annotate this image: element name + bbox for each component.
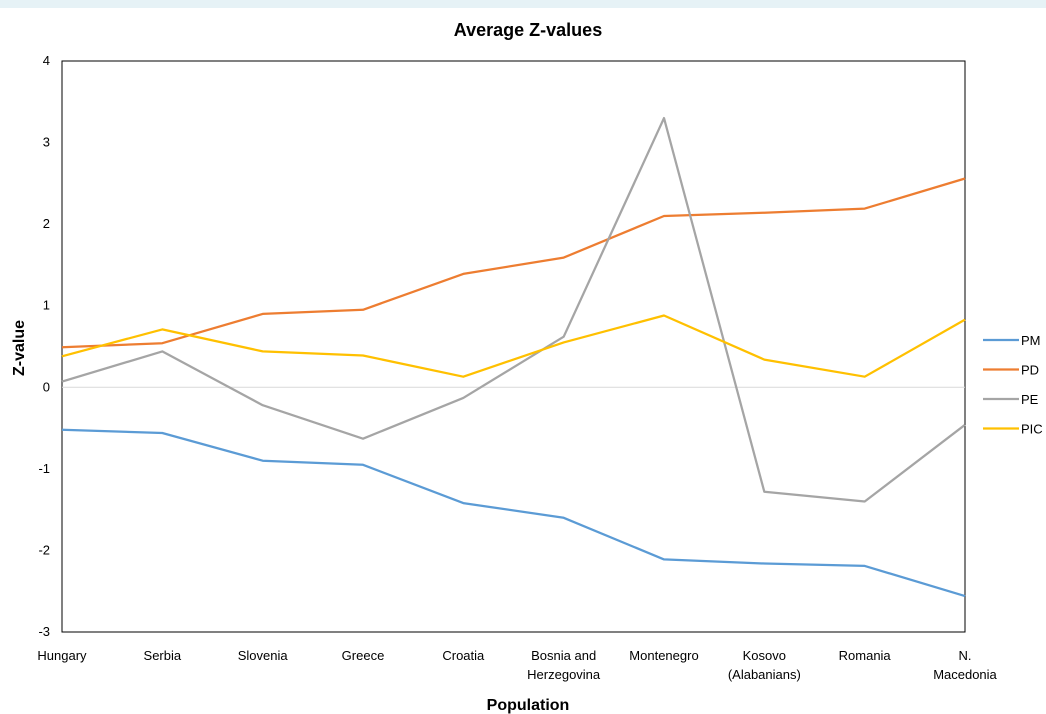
y-tick-label: -3 <box>38 624 50 639</box>
x-tick-label: Serbia <box>144 648 182 663</box>
x-tick-label: Montenegro <box>629 648 698 663</box>
top-strip <box>0 0 1046 8</box>
legend-label-pm: PM <box>1021 333 1041 348</box>
x-tick-label: N. Macedonia <box>933 648 997 682</box>
x-tick-label: Greece <box>342 648 385 663</box>
series-line-pe <box>61 116 966 503</box>
plot-border <box>61 60 966 633</box>
y-axis-title: Z-value <box>11 320 28 376</box>
series-line-pic <box>61 314 966 378</box>
y-tick-label: -2 <box>38 542 50 557</box>
y-tick-label: -1 <box>38 461 50 476</box>
x-axis-title: Population <box>487 697 570 714</box>
legend-label-pic: PIC <box>1021 422 1043 437</box>
x-tick-label: Hungary <box>37 648 87 663</box>
y-tick-label: 1 <box>43 298 50 313</box>
x-tick-label: Bosnia and Herzegovina <box>527 648 601 682</box>
y-tick-label: 0 <box>43 379 50 394</box>
legend-label-pe: PE <box>1021 392 1039 407</box>
y-tick-label: 3 <box>43 135 50 150</box>
y-tick-label: 2 <box>43 216 50 231</box>
x-tick-label: Slovenia <box>238 648 289 663</box>
x-tick-label: Kosovo (Alabanians) <box>728 648 801 682</box>
x-tick-label: Romania <box>839 648 892 663</box>
legend-label-pd: PD <box>1021 363 1039 378</box>
plot-area: 4 3 2 1 0 -1 -2 -3 Hungary Serbia Slovenia Greece Cr… <box>37 53 1042 682</box>
series-line-pm <box>61 428 966 598</box>
x-tick-label: Croatia <box>442 648 485 663</box>
y-tick-label: 4 <box>43 53 50 68</box>
chart-title: Average Z-values <box>454 20 602 40</box>
series-line-pd <box>61 177 966 349</box>
